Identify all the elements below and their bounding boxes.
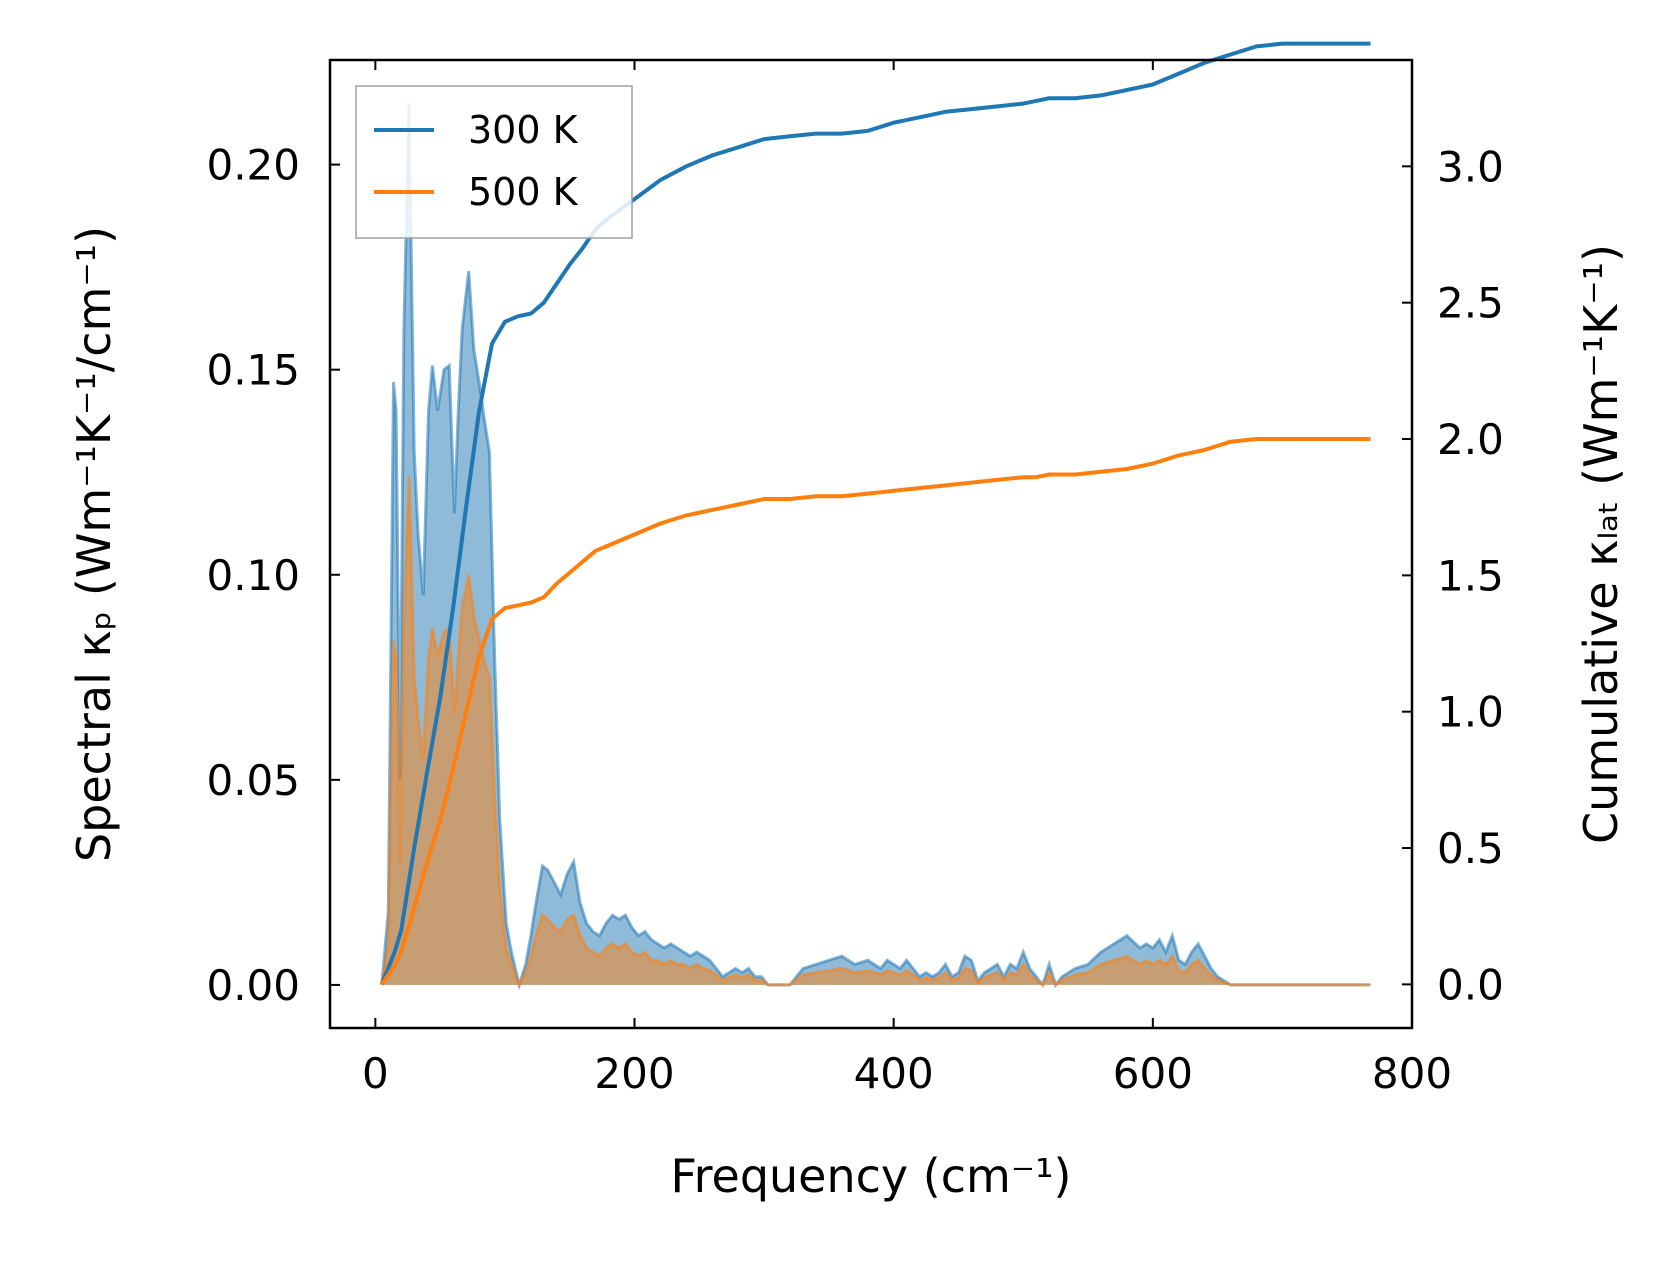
y-left-tick-label: 0.20 <box>206 141 300 190</box>
y-right-tick-label: 1.0 <box>1437 688 1504 737</box>
x-tick-label: 400 <box>854 1049 934 1098</box>
y-right-axis-label: Cumulative κₗₐₜ (Wm⁻¹K⁻¹) <box>1574 244 1628 844</box>
y-right-tick-label: 0.0 <box>1437 960 1504 1009</box>
x-tick-label: 600 <box>1113 1049 1193 1098</box>
plot-area <box>379 41 1371 991</box>
y-left-axis-label: Spectral κₚ (Wm⁻¹K⁻¹/cm⁻¹) <box>67 226 121 862</box>
y-right-tick-label: 2.5 <box>1437 279 1504 328</box>
y-left-tick-label: 0.00 <box>206 961 300 1010</box>
axes: 0 200 400 600 800 0.00 0.05 0.10 0.15 0.20 0.0 0.5 1… <box>67 58 1628 1203</box>
x-axis-label: Frequency (cm⁻¹) <box>671 1149 1072 1203</box>
cumulative-line-500k <box>380 437 1371 986</box>
x-tick-label: 0 <box>362 1049 389 1098</box>
y-left-tick-label: 0.15 <box>206 346 300 395</box>
x-tick-label: 800 <box>1372 1049 1452 1098</box>
legend: 300 K 500 K <box>355 85 633 239</box>
cumulative-line-300k <box>379 41 1371 986</box>
plot-frame <box>328 58 1414 1030</box>
legend-label-300k: 300 K <box>468 108 579 152</box>
spectral-area-500k <box>381 476 1371 985</box>
x-tick-label: 200 <box>594 1049 674 1098</box>
y-left-tick-label: 0.05 <box>206 756 300 805</box>
y-right-tick-label: 3.0 <box>1437 142 1504 191</box>
legend-box <box>355 85 633 239</box>
y-right-tick-label: 0.5 <box>1437 824 1504 873</box>
y-right-tick-label: 2.0 <box>1437 415 1504 464</box>
y-left-tick-label: 0.10 <box>206 551 300 600</box>
spectral-line-500k <box>380 476 1371 989</box>
legend-label-500k: 500 K <box>468 170 579 214</box>
y-right-tick-label: 1.5 <box>1437 551 1504 600</box>
